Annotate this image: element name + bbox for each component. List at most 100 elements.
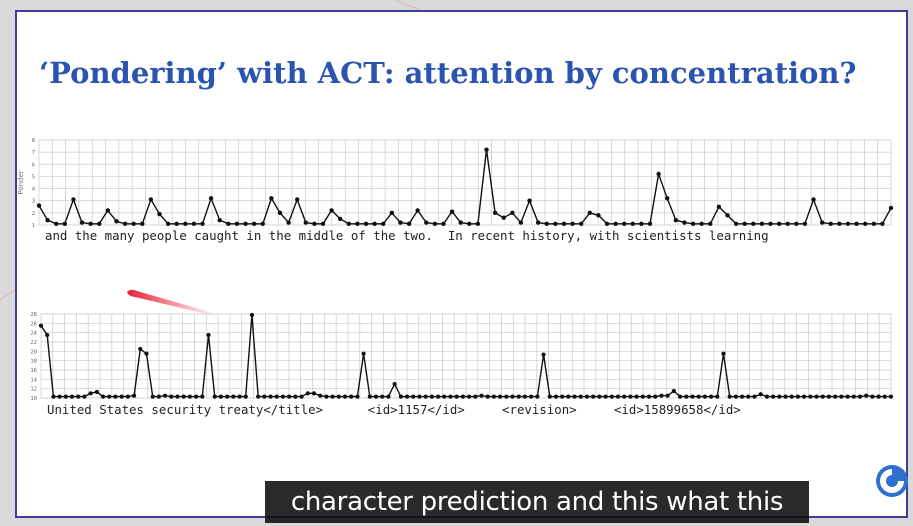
data-point bbox=[187, 394, 193, 399]
data-point bbox=[516, 394, 521, 399]
y-tick-label: 20 bbox=[30, 349, 37, 355]
data-point bbox=[768, 221, 773, 226]
data-point bbox=[113, 394, 118, 399]
data-point bbox=[828, 221, 833, 226]
data-point bbox=[435, 394, 441, 399]
data-point bbox=[183, 221, 188, 226]
data-point bbox=[504, 394, 509, 399]
data-point bbox=[535, 394, 540, 399]
data-point bbox=[759, 221, 765, 226]
data-point bbox=[175, 394, 180, 399]
token-sequence-label: United States security treaty</title> <i… bbox=[47, 402, 741, 417]
data-point bbox=[346, 221, 352, 226]
data-point bbox=[690, 221, 696, 226]
data-point bbox=[380, 394, 385, 399]
data-point bbox=[174, 221, 179, 226]
data-point bbox=[876, 394, 881, 399]
data-point bbox=[541, 352, 546, 357]
data-point bbox=[785, 221, 790, 226]
data-point bbox=[324, 394, 329, 399]
data-point bbox=[442, 394, 447, 399]
data-point bbox=[826, 394, 832, 399]
data-point bbox=[367, 394, 372, 399]
data-point bbox=[330, 394, 335, 399]
y-tick-label: 5 bbox=[32, 174, 35, 180]
data-point bbox=[613, 221, 618, 226]
data-point bbox=[105, 208, 111, 213]
data-point bbox=[578, 221, 584, 226]
data-point bbox=[656, 171, 661, 177]
data-point bbox=[794, 221, 799, 226]
data-point bbox=[424, 220, 429, 225]
data-point bbox=[544, 221, 549, 226]
data-point bbox=[287, 394, 292, 399]
y-tick-label: 6 bbox=[32, 162, 35, 168]
data-point bbox=[131, 393, 137, 398]
data-point bbox=[820, 394, 825, 399]
data-point bbox=[338, 216, 343, 222]
data-point bbox=[639, 221, 644, 226]
data-point bbox=[677, 394, 683, 399]
data-point bbox=[398, 394, 403, 399]
y-tick-label: 10 bbox=[30, 396, 37, 402]
data-point bbox=[758, 392, 763, 397]
data-point bbox=[398, 220, 403, 225]
data-point bbox=[653, 394, 658, 399]
data-point bbox=[839, 394, 844, 399]
data-point bbox=[432, 221, 438, 226]
data-point bbox=[63, 394, 68, 399]
data-point bbox=[194, 394, 199, 399]
data-point bbox=[864, 393, 869, 398]
data-point bbox=[389, 210, 395, 216]
data-point bbox=[622, 394, 627, 399]
data-point bbox=[716, 204, 722, 209]
data-point bbox=[570, 221, 575, 226]
data-point bbox=[342, 394, 348, 399]
data-point bbox=[226, 221, 231, 226]
grid bbox=[38, 139, 892, 226]
data-point bbox=[206, 332, 211, 338]
data-point bbox=[553, 221, 558, 226]
y-tick-label: 26 bbox=[30, 321, 37, 327]
data-point bbox=[857, 394, 863, 399]
data-point bbox=[88, 221, 93, 226]
data-point bbox=[336, 394, 341, 399]
data-point bbox=[696, 394, 701, 399]
data-point bbox=[684, 394, 689, 399]
data-point bbox=[140, 221, 145, 226]
data-point bbox=[475, 221, 481, 226]
data-point bbox=[200, 221, 205, 226]
data-point bbox=[311, 391, 317, 396]
data-point bbox=[318, 393, 323, 398]
data-point bbox=[36, 203, 42, 208]
data-point bbox=[808, 394, 813, 399]
data-point bbox=[733, 394, 738, 399]
data-point bbox=[742, 221, 747, 226]
data-point bbox=[646, 394, 652, 399]
data-point bbox=[38, 323, 44, 328]
data-point bbox=[888, 205, 894, 211]
data-point bbox=[510, 394, 515, 399]
data-point bbox=[372, 221, 377, 226]
data-point bbox=[882, 394, 887, 399]
data-point bbox=[665, 393, 670, 398]
data-point bbox=[165, 221, 171, 226]
y-tick-label: 2 bbox=[32, 211, 35, 217]
data-point bbox=[423, 394, 428, 399]
data-point bbox=[752, 394, 757, 399]
data-point bbox=[727, 394, 732, 399]
data-point bbox=[237, 394, 242, 399]
data-point bbox=[547, 394, 552, 399]
data-point bbox=[71, 197, 76, 202]
data-point bbox=[262, 394, 267, 399]
data-point bbox=[62, 221, 68, 226]
y-axis-label: Ponder bbox=[17, 170, 25, 194]
data-point bbox=[94, 389, 99, 395]
data-point bbox=[138, 346, 143, 352]
data-point bbox=[156, 394, 161, 399]
data-point bbox=[82, 394, 87, 399]
data-point bbox=[492, 210, 498, 216]
data-point bbox=[280, 394, 286, 399]
data-point bbox=[783, 394, 788, 399]
y-tick-label: 28 bbox=[30, 312, 37, 318]
